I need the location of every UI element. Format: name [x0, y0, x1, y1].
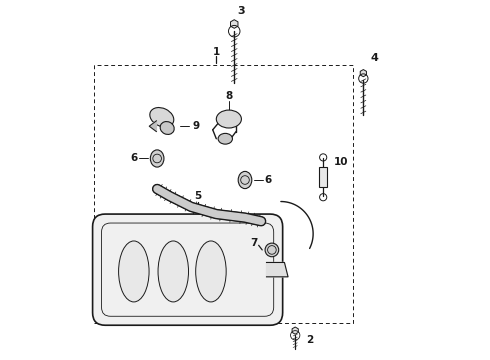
Ellipse shape — [150, 108, 174, 127]
Text: 7: 7 — [250, 238, 258, 248]
Text: 4: 4 — [370, 53, 378, 63]
Polygon shape — [149, 121, 156, 132]
Ellipse shape — [218, 134, 232, 144]
Ellipse shape — [216, 110, 242, 128]
Text: 8: 8 — [225, 91, 232, 101]
Bar — [95, 65, 353, 323]
Text: 9: 9 — [192, 121, 199, 131]
Text: 6: 6 — [130, 153, 138, 163]
Ellipse shape — [119, 241, 149, 302]
FancyBboxPatch shape — [93, 214, 283, 325]
Text: 2: 2 — [306, 334, 313, 345]
Text: 10: 10 — [334, 157, 348, 167]
Polygon shape — [267, 262, 288, 277]
Ellipse shape — [265, 243, 279, 257]
Text: 5: 5 — [194, 191, 201, 201]
Text: 1: 1 — [213, 46, 220, 57]
Ellipse shape — [150, 150, 164, 167]
Ellipse shape — [160, 122, 174, 134]
Bar — [319, 167, 327, 187]
Ellipse shape — [158, 241, 189, 302]
Text: 3: 3 — [238, 6, 245, 17]
Ellipse shape — [196, 241, 226, 302]
Text: 6: 6 — [265, 175, 272, 185]
Ellipse shape — [238, 171, 252, 189]
